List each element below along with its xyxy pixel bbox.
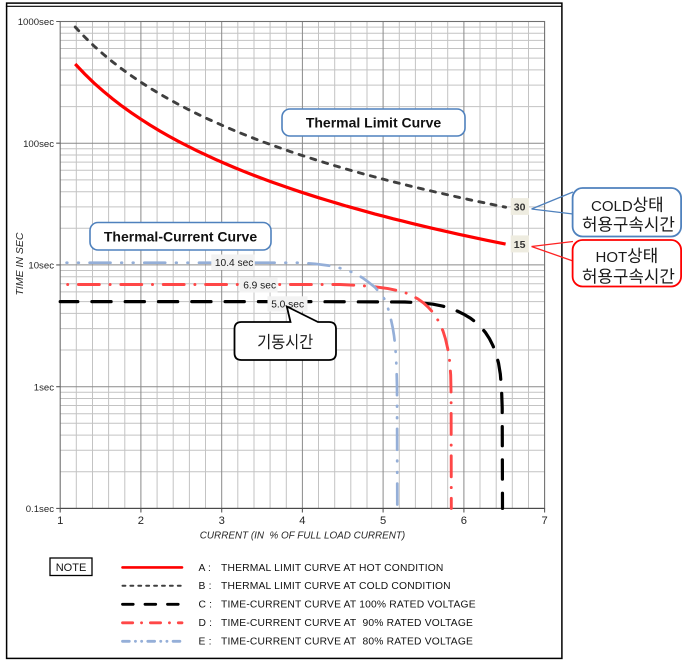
svg-text:5.0 sec: 5.0 sec xyxy=(271,300,304,311)
svg-text:2: 2 xyxy=(138,515,144,527)
svg-text:1: 1 xyxy=(57,515,63,527)
svg-text:THERMAL LIMIT CURVE AT COLD CO: THERMAL LIMIT CURVE AT COLD CONDITION xyxy=(221,581,451,592)
svg-text:10sec: 10sec xyxy=(28,261,54,272)
svg-text:C :: C : xyxy=(199,600,213,611)
svg-text:6.9 sec: 6.9 sec xyxy=(243,281,276,292)
svg-text:7: 7 xyxy=(541,515,547,527)
svg-text:0.1sec: 0.1sec xyxy=(26,504,54,515)
svg-text:1sec: 1sec xyxy=(34,382,54,393)
svg-text:D :: D : xyxy=(199,618,213,629)
svg-text:COLD: COLD xyxy=(591,198,633,215)
svg-text:5: 5 xyxy=(380,515,386,527)
svg-text:1000sec: 1000sec xyxy=(18,17,54,28)
svg-text:TIME-CURRENT CURVE AT 80% RAT: TIME-CURRENT CURVE AT 80% RATED VOLTAGE xyxy=(221,637,473,648)
svg-text:30: 30 xyxy=(514,202,526,214)
svg-text:E :: E : xyxy=(199,637,212,648)
svg-text:3: 3 xyxy=(219,515,225,527)
svg-text:THERMAL LIMIT CURVE AT HOT CON: THERMAL LIMIT CURVE AT HOT CONDITION xyxy=(221,563,444,574)
svg-text:6: 6 xyxy=(461,515,467,527)
svg-text:Thermal-Current Curve: Thermal-Current Curve xyxy=(104,229,257,245)
svg-text:100sec: 100sec xyxy=(23,139,54,150)
svg-text:HOT: HOT xyxy=(596,249,628,266)
svg-text:4: 4 xyxy=(299,515,305,527)
svg-text:15: 15 xyxy=(514,239,526,251)
svg-text:B :: B : xyxy=(199,581,212,592)
svg-text:TIME IN SEC: TIME IN SEC xyxy=(14,232,26,295)
svg-text:NOTE: NOTE xyxy=(56,562,87,574)
svg-text:Thermal Limit Curve: Thermal Limit Curve xyxy=(306,115,442,131)
svg-text:TIME-CURRENT CURVE AT 100% RAT: TIME-CURRENT CURVE AT 100% RATED VOLTAGE xyxy=(221,600,476,611)
svg-text:TIME-CURRENT CURVE AT 90% RAT: TIME-CURRENT CURVE AT 90% RATED VOLTAGE xyxy=(221,618,473,629)
svg-text:A :: A : xyxy=(199,563,212,574)
svg-text:CURRENT (IN % OF FULL LOAD CU: CURRENT (IN % OF FULL LOAD CURRENT) xyxy=(200,531,405,542)
svg-text:10.4 sec: 10.4 sec xyxy=(215,258,254,269)
